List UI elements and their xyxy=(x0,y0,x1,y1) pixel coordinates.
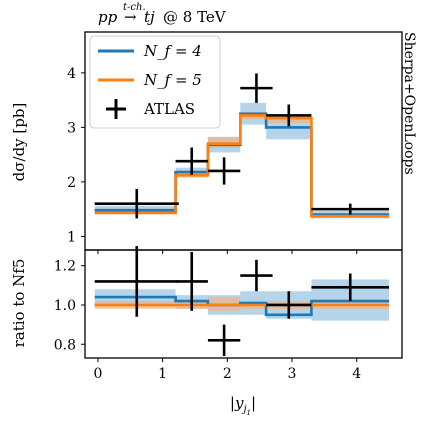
main-ytick-label-2: 3 xyxy=(67,120,76,136)
ratio-atlas-point-5 xyxy=(311,273,390,302)
ratio-xtick-label-0: 0 xyxy=(93,366,102,382)
main-panel: 1 2 3 4 xyxy=(67,31,403,254)
ratio-ylabel: ratio to Nf5 xyxy=(10,259,28,348)
main-atlas-point-4 xyxy=(266,104,312,127)
main-ytick-label-1: 2 xyxy=(67,175,76,191)
legend-atlas-marker xyxy=(106,99,126,119)
main-atlas-point-2 xyxy=(207,157,241,185)
main-atlas-point-0 xyxy=(94,188,179,219)
ratio-xtick-label-4: 4 xyxy=(352,366,361,382)
main-ylabel: dσ/dy [pb] xyxy=(10,103,28,182)
legend-nf5-label: N_f = 5 xyxy=(143,71,202,89)
ratio-xtick-label-1: 1 xyxy=(158,366,167,382)
side-label: Sherpa+OpenLoops xyxy=(401,32,417,175)
legend-frame xyxy=(89,35,221,129)
ratio-ytick-label-0: 0.8 xyxy=(54,337,76,353)
title-final-state: tj xyxy=(144,8,155,26)
chart-title: pp t-ch. → tj @ 8 TeV xyxy=(98,2,227,26)
main-atlas-point-3 xyxy=(240,73,273,103)
main-nf5-step-line xyxy=(94,114,390,218)
legend-atlas-label: ATLAS xyxy=(143,100,195,118)
ratio-axes-frame xyxy=(84,249,403,359)
ratio-atlas-point-2 xyxy=(207,324,241,357)
ratio-panel: 0.8 1.0 1.2 0 1 2 3 4 xyxy=(54,246,403,382)
ratio-atlas-point-1 xyxy=(175,251,208,311)
title-arrow-label: t-ch. xyxy=(123,2,146,13)
ratio-ytick-label-2: 1.2 xyxy=(54,259,76,275)
main-nf5-band-2 xyxy=(207,136,241,149)
title-arrow: → xyxy=(124,8,137,26)
xlabel: |yj1| xyxy=(230,394,256,417)
main-ytick-label-0: 1 xyxy=(67,229,76,245)
main-nf4-step-line xyxy=(94,112,390,216)
ratio-xtick-label-2: 2 xyxy=(223,366,232,382)
main-atlas-point-1 xyxy=(175,147,208,175)
ratio-xtick-label-3: 3 xyxy=(288,366,297,382)
ratio-atlas-point-4 xyxy=(266,291,312,319)
xlabel-text: |yj1| xyxy=(230,394,256,417)
title-process: pp xyxy=(98,8,118,26)
ratio-ytick-label-1: 1.0 xyxy=(54,298,76,314)
ratio-atlas-point-3 xyxy=(240,259,273,292)
ratio-atlas-point-0 xyxy=(94,246,179,317)
legend-nf4-label: N_f = 4 xyxy=(143,42,202,60)
legend: N_f = 4 N_f = 5 ATLAS xyxy=(89,35,221,129)
main-atlas-point-5 xyxy=(311,203,390,215)
main-ytick-label-3: 4 xyxy=(67,66,76,82)
title-energy: @ 8 TeV xyxy=(163,8,227,26)
